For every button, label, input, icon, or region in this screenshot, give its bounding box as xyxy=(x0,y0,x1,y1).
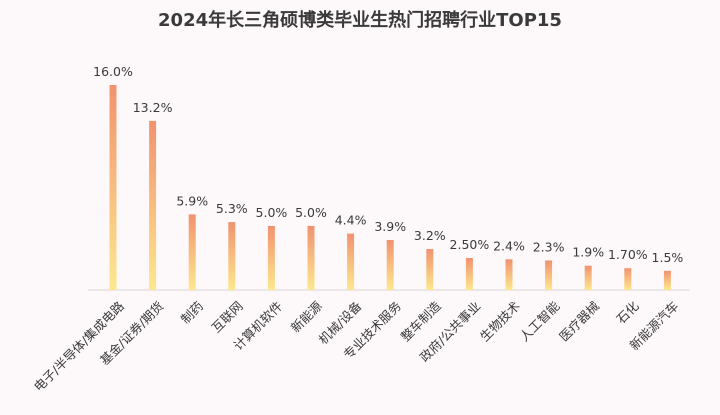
data-label-10: 2.50% xyxy=(450,237,490,252)
x-tick-label-4: 互联网 xyxy=(209,298,246,335)
bar-9 xyxy=(426,249,434,290)
data-label-9: 3.2% xyxy=(414,228,446,243)
data-label-5: 5.0% xyxy=(256,205,288,220)
bar-5 xyxy=(267,225,275,290)
data-label-12: 2.3% xyxy=(533,240,565,255)
data-label-8: 3.9% xyxy=(374,219,406,234)
data-label-11: 2.4% xyxy=(493,238,525,253)
data-label-7: 4.4% xyxy=(335,213,367,228)
bar-3 xyxy=(188,214,196,290)
bar-4 xyxy=(228,222,236,290)
x-tick-label-14: 石化 xyxy=(613,298,642,327)
bar-11 xyxy=(505,259,513,291)
x-tick-label-3: 制药 xyxy=(178,298,206,326)
bar-14 xyxy=(624,268,632,290)
bar-6 xyxy=(307,225,315,290)
data-label-15: 1.5% xyxy=(652,250,684,265)
data-label-14: 1.70% xyxy=(608,247,648,262)
x-tick-label-13: 医疗器械 xyxy=(556,298,602,344)
data-label-2: 13.2% xyxy=(133,100,173,115)
bar-8 xyxy=(386,240,394,290)
data-label-3: 5.9% xyxy=(176,193,208,208)
bar-7 xyxy=(347,233,355,290)
bar-15 xyxy=(663,270,671,290)
bar-13 xyxy=(584,265,592,290)
data-label-4: 5.3% xyxy=(216,201,248,216)
data-label-1: 16.0% xyxy=(93,64,133,79)
x-tick-label-6: 新能源 xyxy=(288,298,325,335)
data-label-13: 1.9% xyxy=(572,245,604,260)
x-tick-label-12: 人工智能 xyxy=(517,298,563,344)
x-tick-label-11: 生物技术 xyxy=(477,298,523,344)
bar-1 xyxy=(109,85,117,290)
bar-10 xyxy=(465,258,473,290)
bar-12 xyxy=(545,260,553,290)
data-label-6: 5.0% xyxy=(295,205,327,220)
chart-title: 2024年长三角硕博类毕业生热门招聘行业TOP15 xyxy=(158,10,562,31)
bar-2 xyxy=(149,120,157,291)
